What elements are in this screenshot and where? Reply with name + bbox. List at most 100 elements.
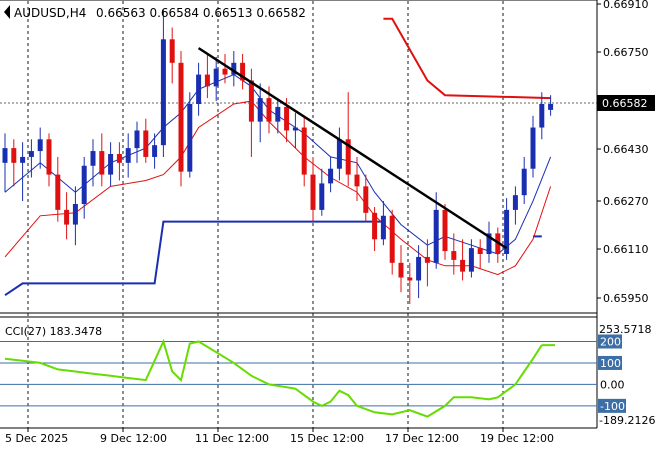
price-axis-label: 0.66270 <box>603 195 649 208</box>
bullish-candle <box>319 183 325 210</box>
cci-line <box>4 338 543 418</box>
bullish-candle <box>125 148 131 163</box>
bearish-candle <box>204 74 210 87</box>
cci-level-tag-200 <box>598 334 622 349</box>
bullish-candle <box>81 165 87 204</box>
bullish-candle <box>257 98 263 122</box>
bullish-candle <box>90 151 96 166</box>
ohlc-values: 0.66563 0.66584 0.66513 0.66582 <box>96 6 306 20</box>
symbol-label: AUDUSD,H4 <box>14 6 86 20</box>
bullish-candle <box>468 248 474 272</box>
cci-level-tag-100 <box>598 355 622 370</box>
time-axis-label: 15 Dec 12:00 <box>290 432 364 445</box>
time-axis-label: 5 Dec 2025 <box>5 432 68 445</box>
bullish-candle <box>196 74 202 104</box>
time-axis-label: 11 Dec 12:00 <box>195 432 269 445</box>
cci-plot <box>0 338 597 418</box>
grid <box>27 1 504 428</box>
bearish-candle <box>310 174 316 210</box>
bearish-candle <box>424 256 430 263</box>
bearish-candle <box>372 212 378 240</box>
time-axis-label: 19 Dec 12:00 <box>480 432 554 445</box>
price-axis-label: 0.66430 <box>603 143 649 156</box>
bearish-candle <box>99 151 105 175</box>
bearish-candle <box>222 68 228 75</box>
bullish-candle <box>539 104 545 128</box>
bullish-candle <box>187 104 193 172</box>
bearish-candle <box>11 148 17 163</box>
bearish-candle <box>363 186 369 213</box>
bearish-candle <box>442 209 448 252</box>
bearish-candle <box>345 139 351 175</box>
symbol-triangle-icon <box>4 5 10 19</box>
cci-max-label: 253.5718 <box>599 323 652 336</box>
cci-level-tag-200-label: 200 <box>600 335 621 348</box>
bullish-candle <box>328 168 334 184</box>
bearish-candle <box>451 251 457 260</box>
bearish-candle <box>55 174 61 210</box>
bullish-candle <box>292 127 298 131</box>
bearish-candle <box>477 248 483 254</box>
time-axis-label: 9 Dec 12:00 <box>100 432 167 445</box>
bullish-candle <box>72 204 78 225</box>
bullish-candle <box>108 154 114 175</box>
bearish-candle <box>64 209 70 225</box>
bullish-candle <box>160 39 166 146</box>
axes: 5 Dec 2025 9 Dec 12:00 11 Dec 12:00 15 Dec … <box>5 0 655 445</box>
bullish-candle <box>530 127 536 169</box>
current-price-tag-label: 0.66582 <box>602 97 648 110</box>
price-axis-label: 0.66910 <box>603 0 649 11</box>
cci-zero-label: 0.00 <box>600 378 625 391</box>
bullish-candle <box>486 233 492 254</box>
cci-level-tag-minus100-label: -100 <box>600 400 625 413</box>
bearish-candle <box>284 106 290 131</box>
bullish-candle <box>20 156 26 163</box>
drawn-trendline <box>197 47 508 250</box>
bullish-candle <box>231 62 237 75</box>
bullish-candle <box>548 104 554 110</box>
bullish-candle <box>275 106 281 122</box>
price-axis-label: 0.66110 <box>603 243 649 256</box>
bearish-candle <box>143 130 149 157</box>
lower-step-line <box>4 220 384 297</box>
bullish-candle <box>512 195 518 210</box>
bullish-candle <box>416 256 422 281</box>
bearish-candle <box>460 259 466 272</box>
bullish-candle <box>134 130 140 149</box>
bearish-candle <box>248 80 254 122</box>
bullish-candle <box>28 151 34 157</box>
bearish-candle <box>407 277 413 281</box>
current-price-tag <box>597 95 655 111</box>
bearish-candle <box>169 39 175 63</box>
bullish-candle <box>213 68 219 87</box>
bullish-candle <box>433 209 439 263</box>
price-axis-label: 0.65950 <box>603 292 649 305</box>
bearish-candle <box>46 139 52 175</box>
bearish-candle <box>240 62 246 81</box>
bullish-candle <box>37 139 43 152</box>
chart-header: AUDUSD,H4 0.66563 0.66584 0.66513 0.6658… <box>4 5 306 20</box>
price-plot <box>0 9 597 304</box>
bearish-candle <box>301 127 307 175</box>
bearish-candle <box>398 262 404 278</box>
bearish-candle <box>354 174 360 187</box>
bearish-candle <box>266 98 272 122</box>
bullish-candle <box>336 139 342 169</box>
upper-step-line <box>383 17 551 100</box>
bullish-candle <box>380 215 386 240</box>
cci-label: CCI(27) 183.3478 <box>5 325 102 338</box>
bearish-candle <box>116 154 122 163</box>
time-axis-label: 17 Dec 12:00 <box>385 432 459 445</box>
price-axis-label: 0.66750 <box>603 46 649 59</box>
bullish-candle <box>521 168 527 196</box>
cci-level-tag-minus100 <box>598 398 626 413</box>
bullish-candle <box>2 148 8 163</box>
bullish-candle <box>152 145 158 157</box>
bearish-candle <box>178 62 184 172</box>
bullish-candle <box>504 209 510 254</box>
cci-level-tag-100-label: 100 <box>600 357 621 370</box>
cci-min-label: -189.2126 <box>599 414 655 427</box>
